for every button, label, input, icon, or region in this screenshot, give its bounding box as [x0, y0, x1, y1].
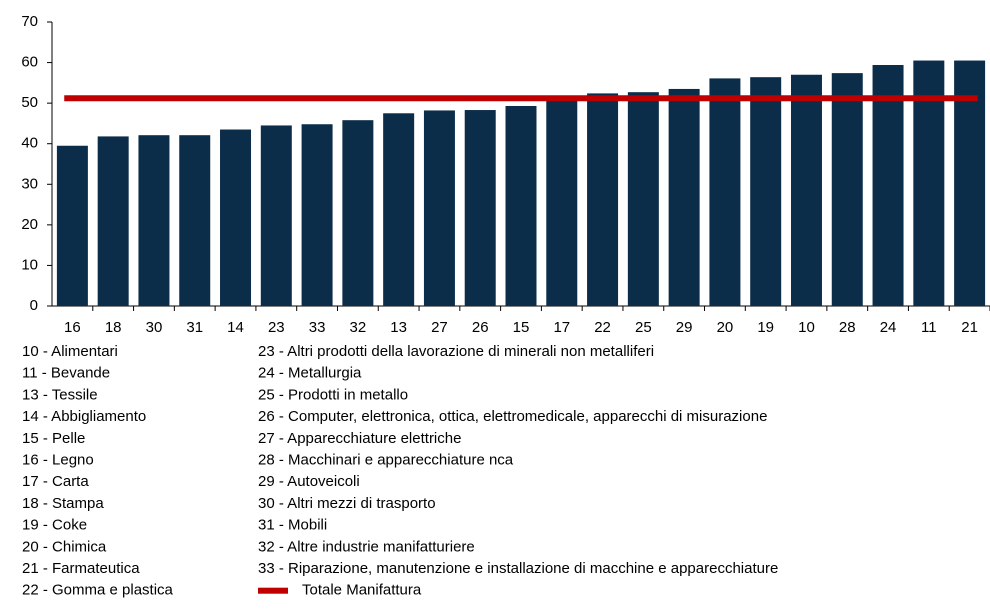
- code-label: 24 - Metallurgia: [258, 365, 362, 382]
- bar: [301, 124, 333, 307]
- bar: [954, 60, 986, 306]
- code-label: 31 - Mobili: [258, 517, 327, 534]
- x-tick-label: 21: [961, 319, 978, 336]
- code-label: 13 - Tessile: [22, 386, 98, 403]
- bar: [342, 120, 374, 306]
- bar: [750, 77, 782, 306]
- code-label: 11 - Bevande: [22, 365, 110, 382]
- code-label: 15 - Pelle: [22, 430, 85, 447]
- code-label: 19 - Coke: [22, 517, 87, 534]
- code-label: 25 - Prodotti in metallo: [258, 386, 408, 403]
- bar: [179, 135, 211, 306]
- bar: [56, 145, 88, 306]
- x-tick-label: 23: [268, 319, 285, 336]
- x-tick-label: 11: [921, 319, 937, 336]
- bar: [383, 113, 415, 307]
- code-label: 10 - Alimentari: [22, 343, 118, 360]
- code-label: 14 - Abbigliamento: [22, 408, 146, 425]
- x-tick-label: 20: [717, 319, 734, 336]
- code-label: 26 - Computer, elettronica, ottica, elet…: [258, 408, 767, 425]
- y-tick-label: 40: [21, 135, 38, 152]
- bar: [220, 129, 252, 306]
- bar: [872, 65, 904, 307]
- bar: [97, 136, 129, 306]
- bar: [260, 125, 292, 306]
- x-tick-label: 15: [513, 319, 530, 336]
- code-label: 33 - Riparazione, manutenzione e install…: [258, 560, 778, 577]
- code-label: 20 - Chimica: [22, 538, 107, 555]
- bar: [627, 92, 659, 306]
- bar: [709, 78, 741, 306]
- code-label: 23 - Altri prodotti della lavorazione di…: [258, 343, 654, 360]
- legend-swatch: [258, 587, 288, 594]
- x-tick-label: 32: [350, 319, 367, 336]
- bar: [790, 74, 822, 306]
- x-tick-label: 31: [186, 319, 203, 336]
- x-tick-label: 10: [798, 319, 815, 336]
- x-tick-label: 18: [105, 319, 122, 336]
- bar: [587, 93, 619, 306]
- y-tick-label: 30: [21, 175, 38, 192]
- code-label: 18 - Stampa: [22, 495, 104, 512]
- x-tick-label: 26: [472, 319, 489, 336]
- y-tick-label: 70: [21, 13, 38, 30]
- bar: [831, 73, 863, 307]
- x-tick-label: 19: [757, 319, 774, 336]
- x-tick-label: 13: [390, 319, 407, 336]
- legend-label: Totale Manifattura: [302, 582, 422, 599]
- y-tick-label: 60: [21, 54, 38, 71]
- x-tick-label: 27: [431, 319, 448, 336]
- x-tick-label: 24: [880, 319, 897, 336]
- code-label: 29 - Autoveicoli: [258, 473, 360, 490]
- code-label: 22 - Gomma e plastica: [22, 582, 174, 599]
- x-tick-label: 17: [553, 319, 570, 336]
- x-tick-label: 29: [676, 319, 693, 336]
- code-label: 27 - Apparecchiature elettriche: [258, 430, 461, 447]
- bar: [464, 110, 496, 306]
- x-tick-label: 33: [309, 319, 326, 336]
- x-tick-label: 30: [146, 319, 163, 336]
- y-tick-label: 10: [21, 256, 38, 273]
- code-label: 17 - Carta: [22, 473, 89, 490]
- bar: [138, 135, 170, 306]
- bar: [668, 88, 700, 306]
- code-label: 21 - Farmateutica: [22, 560, 140, 577]
- code-label: 28 - Macchinari e apparecchiature nca: [258, 451, 514, 468]
- bar: [505, 105, 537, 307]
- x-tick-label: 22: [594, 319, 611, 336]
- y-tick-label: 0: [30, 297, 38, 314]
- bar: [913, 60, 945, 306]
- code-label: 16 - Legno: [22, 451, 94, 468]
- code-label: 32 - Altre industrie manifatturiere: [258, 538, 475, 555]
- bar: [423, 110, 455, 307]
- bar: [546, 100, 578, 306]
- x-tick-label: 16: [64, 319, 81, 336]
- y-tick-label: 20: [21, 216, 38, 233]
- x-tick-label: 28: [839, 319, 856, 336]
- code-label: 30 - Altri mezzi di trasporto: [258, 495, 436, 512]
- x-tick-label: 14: [227, 319, 244, 336]
- x-tick-label: 25: [635, 319, 652, 336]
- y-tick-label: 50: [21, 94, 38, 111]
